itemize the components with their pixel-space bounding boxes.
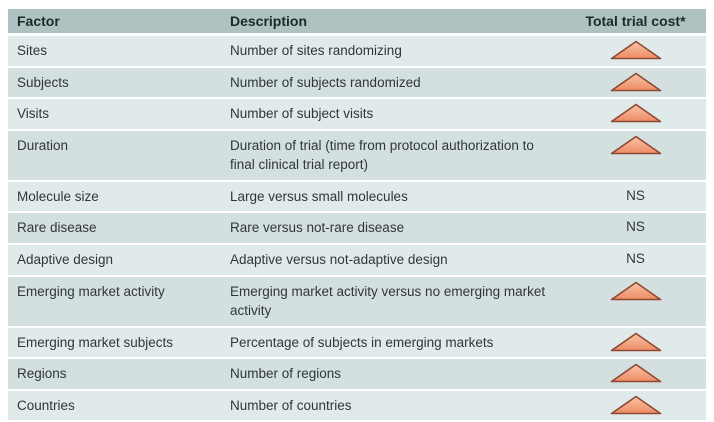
factor-cell: Visits <box>17 106 50 122</box>
description-cell: Duration of trial (time from protocol au… <box>230 137 534 173</box>
cost-increase-triangle-up-icon <box>610 135 661 154</box>
table-row: Sites Number of sites randomizing <box>8 36 706 66</box>
table-row: Emerging market activity Emerging market… <box>8 276 706 326</box>
header-total-trial-cost: Total trial cost* <box>585 13 686 29</box>
cost-increase-triangle-up-icon <box>610 363 661 383</box>
cost-increase-triangle-up-icon <box>610 395 661 415</box>
cost-cell <box>565 359 706 389</box>
ns-label: NS <box>626 187 645 203</box>
factor-cell: Subjects <box>17 74 69 90</box>
cost-cell <box>565 68 706 98</box>
cost-increase-triangle-up-icon <box>610 103 661 123</box>
description-cell: Rare versus not-rare disease <box>230 220 405 236</box>
description-cell: Number of regions <box>230 366 342 382</box>
cost-cell: NS <box>565 245 706 275</box>
factor-cell: Countries <box>17 397 75 413</box>
factor-cell: Emerging market subjects <box>17 334 174 350</box>
description-cell: Large versus small molecules <box>230 188 408 204</box>
cost-cell: NS <box>565 213 706 243</box>
factor-cell: Adaptive design <box>17 251 114 267</box>
table-header-row: Factor Description Total trial cost* <box>8 9 706 33</box>
cost-cell <box>565 391 706 421</box>
ns-label: NS <box>626 250 645 266</box>
cost-cell <box>565 277 706 326</box>
cost-cell <box>565 131 706 180</box>
cost-increase-triangle-up-icon <box>610 40 661 60</box>
cost-cell <box>565 99 706 129</box>
description-cell: Adaptive versus not-adaptive design <box>230 251 448 267</box>
table-row: Duration Duration of trial (time from pr… <box>8 130 706 180</box>
description-cell: Number of countries <box>230 397 352 413</box>
trial-cost-factors-table: Factor Description Total trial cost* Sit… <box>8 9 706 422</box>
table-row: Molecule size Large versus small molecul… <box>8 181 706 212</box>
table-row: Subjects Number of subjects randomized <box>8 67 706 98</box>
table-body: Sites Number of sites randomizing Subjec… <box>8 36 706 421</box>
ns-label: NS <box>626 219 645 235</box>
cost-cell <box>565 328 706 358</box>
factor-cell: Emerging market activity <box>17 283 165 299</box>
table-row: Visits Number of subject visits <box>8 99 706 129</box>
table-row: Regions Number of regions <box>8 359 706 389</box>
factor-cell: Sites <box>17 43 48 58</box>
factor-cell: Rare disease <box>17 220 97 236</box>
factor-cell: Regions <box>17 366 67 382</box>
description-cell: Number of subjects randomized <box>230 74 421 90</box>
factor-cell: Duration <box>17 137 69 153</box>
cost-cell: NS <box>565 182 706 212</box>
header-factor: Factor <box>17 13 60 29</box>
table-row: Adaptive design Adaptive versus not-adap… <box>8 244 706 275</box>
header-description: Description <box>230 13 308 29</box>
description-cell: Number of subject visits <box>230 106 374 122</box>
description-cell: Emerging market activity versus no emerg… <box>230 283 546 319</box>
table-row: Rare disease Rare versus not-rare diseas… <box>8 213 706 243</box>
description-cell: Percentage of subjects in emerging marke… <box>230 334 494 350</box>
table-row: Countries Number of countries <box>8 390 706 421</box>
cost-cell <box>565 36 706 66</box>
cost-increase-triangle-up-icon <box>610 281 661 300</box>
cost-increase-triangle-up-icon <box>610 332 661 351</box>
description-cell: Number of sites randomizing <box>230 43 402 58</box>
cost-increase-triangle-up-icon <box>610 72 661 91</box>
table-row: Emerging market subjects Percentage of s… <box>8 327 706 358</box>
factor-cell: Molecule size <box>17 188 99 204</box>
